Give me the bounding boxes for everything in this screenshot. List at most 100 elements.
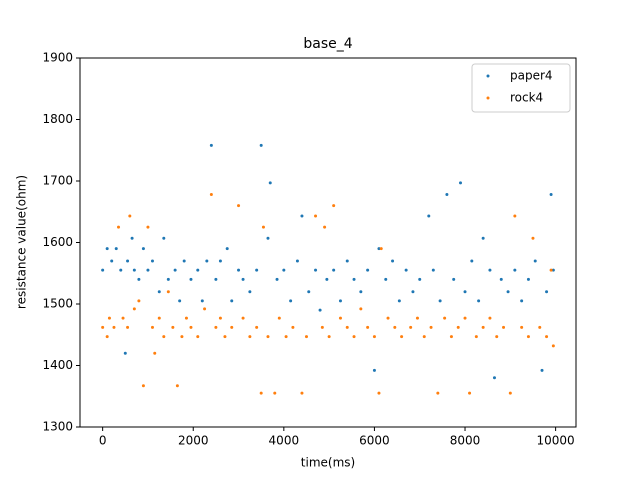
point [520, 325, 524, 329]
point [128, 214, 132, 218]
point [189, 277, 193, 281]
point [184, 316, 188, 320]
point [173, 268, 177, 272]
point [526, 277, 530, 281]
point [320, 325, 324, 329]
point [415, 316, 419, 320]
point [209, 143, 213, 147]
point [393, 325, 397, 329]
point [171, 325, 175, 329]
point [345, 259, 349, 263]
y-tick-label: 1900 [42, 51, 73, 65]
x-tick-label: 6000 [359, 434, 390, 448]
point [445, 193, 449, 197]
point [431, 268, 435, 272]
chart-title: base_4 [303, 36, 352, 52]
point [295, 259, 299, 263]
point [300, 391, 304, 395]
point [266, 236, 270, 240]
point [119, 268, 123, 272]
y-tick-label: 1300 [42, 420, 73, 434]
point [551, 344, 555, 348]
point [492, 376, 496, 380]
point [291, 325, 295, 329]
point [117, 225, 121, 229]
x-tick-label: 8000 [450, 434, 481, 448]
point [429, 325, 433, 329]
point [327, 335, 331, 339]
point [427, 214, 431, 218]
point [209, 193, 213, 197]
point [107, 316, 111, 320]
point [379, 247, 383, 251]
point [203, 307, 207, 311]
point [538, 325, 542, 329]
point [481, 325, 485, 329]
point [323, 225, 327, 229]
point [443, 316, 447, 320]
point [508, 391, 512, 395]
point [150, 325, 154, 329]
point [499, 277, 503, 281]
x-tick-label: 10000 [537, 434, 575, 448]
point [166, 290, 170, 294]
x-tick-label: 0 [99, 434, 107, 448]
point [130, 236, 134, 240]
y-tick-label: 1400 [42, 358, 73, 372]
point [506, 290, 510, 294]
point [214, 325, 218, 329]
point [105, 335, 109, 339]
point [551, 268, 555, 272]
point [372, 368, 376, 372]
point [359, 307, 363, 311]
point [545, 290, 549, 294]
point [531, 236, 535, 240]
point [223, 335, 227, 339]
point [248, 335, 252, 339]
point [132, 307, 136, 311]
point [545, 335, 549, 339]
point [338, 299, 342, 303]
point [241, 316, 245, 320]
point [314, 268, 318, 272]
point [157, 290, 161, 294]
plot-frame [79, 57, 577, 428]
point [377, 391, 381, 395]
point [418, 277, 422, 281]
legend-label: paper4 [510, 69, 553, 83]
point [101, 325, 105, 329]
point [481, 236, 485, 240]
y-tick-label: 1500 [42, 297, 73, 311]
point [259, 391, 263, 395]
point [126, 325, 130, 329]
point [157, 316, 161, 320]
point [110, 259, 114, 263]
point [261, 225, 265, 229]
point [463, 290, 467, 294]
point [218, 259, 222, 263]
point [268, 181, 272, 185]
point [488, 316, 492, 320]
y-tick-label: 1600 [42, 235, 73, 249]
x-tick-label: 2000 [178, 434, 209, 448]
point [359, 290, 363, 294]
point [404, 268, 408, 272]
point [277, 316, 281, 320]
point [105, 247, 109, 251]
point [520, 299, 524, 303]
point [325, 277, 329, 281]
point [126, 259, 130, 263]
point [318, 308, 322, 312]
point [137, 277, 141, 281]
point [526, 335, 530, 339]
point [230, 299, 234, 303]
point [502, 325, 506, 329]
legend-marker [486, 96, 490, 100]
point [468, 391, 472, 395]
point [338, 316, 342, 320]
point [266, 335, 270, 339]
point [248, 290, 252, 294]
point [146, 268, 150, 272]
point [275, 277, 279, 281]
point [196, 335, 200, 339]
